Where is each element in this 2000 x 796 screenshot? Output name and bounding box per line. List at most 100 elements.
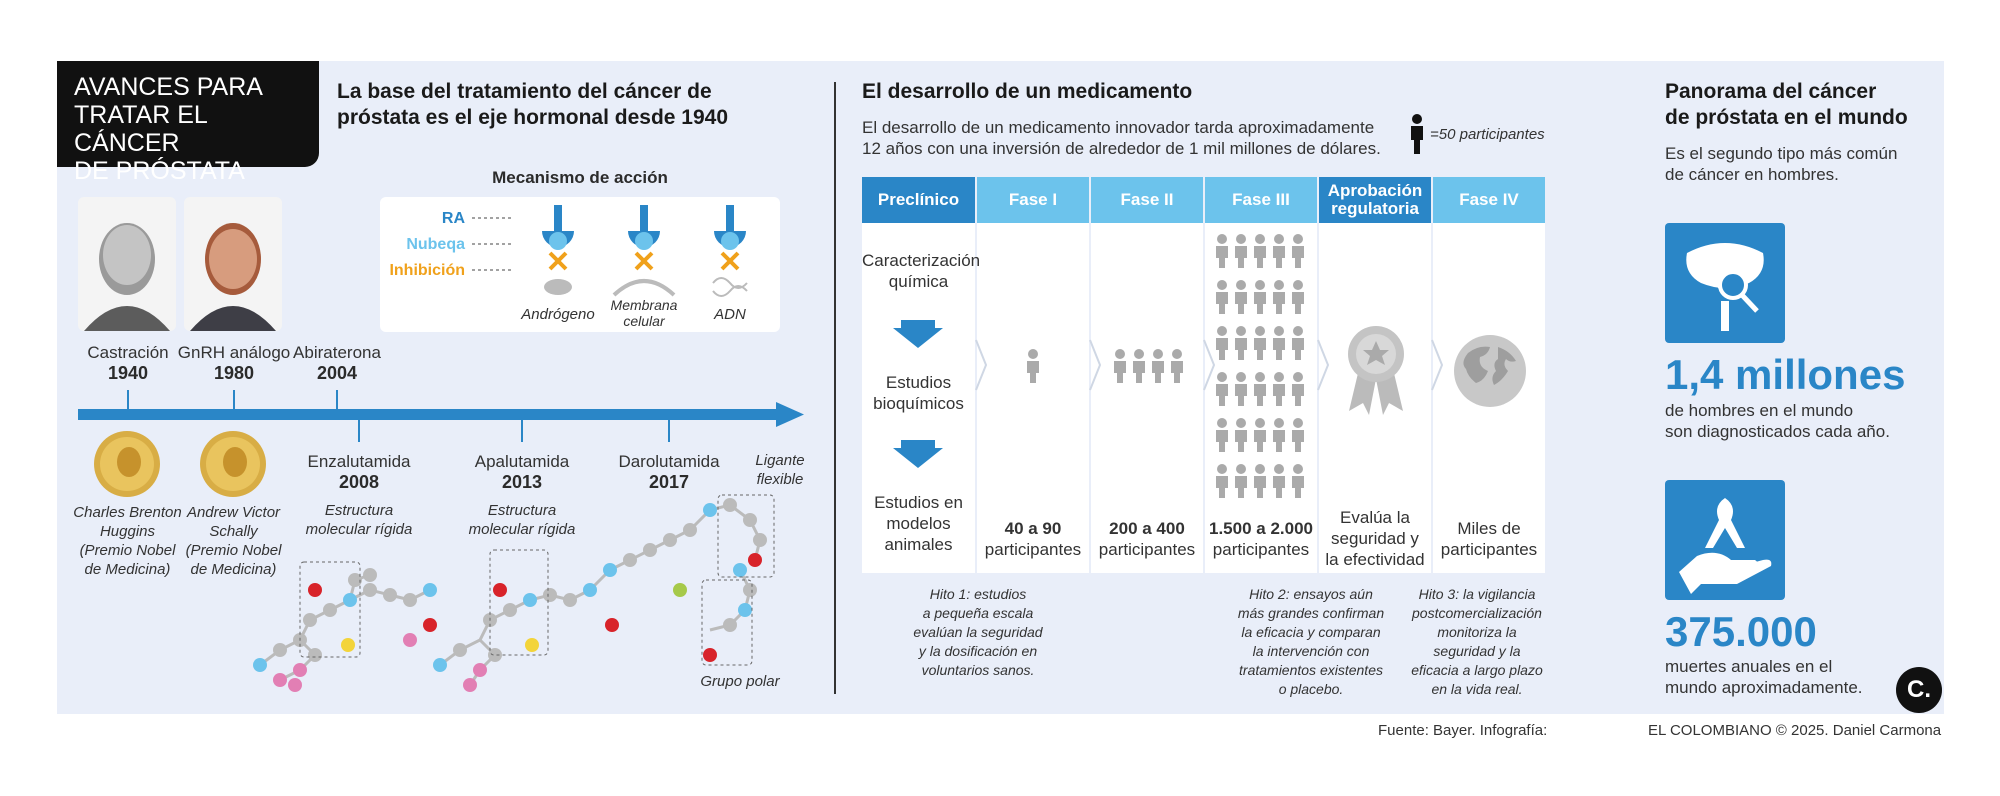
participants-count: 200 a 400 xyxy=(1109,519,1185,538)
column-aprobacion xyxy=(1319,223,1431,573)
milestone-line: y la dosificación en xyxy=(918,643,1038,659)
timeline-label: Darolutamida xyxy=(618,452,720,471)
participants-fase1: 40 a 90 participantes xyxy=(977,518,1089,560)
mechanism-title: Mecanismo de acción xyxy=(492,168,668,187)
milestone-line: monitoriza la xyxy=(1437,624,1517,640)
target-androgen: Andrógeno xyxy=(521,306,595,323)
approval-text: Evalúa la seguridad y la efectividad xyxy=(1319,507,1431,570)
milestone-1: Hito 1: estudios a pequeña escala evalúa… xyxy=(888,585,1068,680)
column-fase2 xyxy=(1091,223,1203,573)
milestone-line: a pequeña escala xyxy=(922,605,1034,621)
nobel-name: Schally xyxy=(209,523,258,540)
nobel-name: Huggins xyxy=(99,523,156,540)
preclinical-step-1: Caracterización química xyxy=(862,251,981,291)
nobel-medal-icon xyxy=(94,431,160,497)
development-intro: El desarrollo de un medicamento innovado… xyxy=(862,117,1381,159)
phase-header-fase2: Fase II xyxy=(1091,177,1203,223)
milestone-line: Hito 3: la vigilancia xyxy=(1418,586,1536,602)
timeline-label: Castración xyxy=(87,343,169,362)
target-membrane: Membrana celular xyxy=(610,297,678,329)
participant-figures-icon xyxy=(1114,349,1183,383)
section1-title: La base del tratamiento del cáncer de pr… xyxy=(337,79,728,131)
milestone-line: evalúan la seguridad xyxy=(913,624,1043,640)
milestone-line: Hito 1: estudios xyxy=(929,586,1027,602)
section3-title: Panorama del cáncer de próstata en el mu… xyxy=(1665,79,1908,131)
nobel-name: Charles Brenton xyxy=(73,504,182,521)
nobel-name: Andrew Victor xyxy=(186,504,281,521)
polar-label: Grupo polar xyxy=(700,673,780,690)
participant-figure-icon xyxy=(1027,349,1039,383)
stat-desc-line: muertes anuales en el xyxy=(1665,657,1833,676)
preclinical-step-2: Estudios bioquímicos xyxy=(873,373,964,413)
participants-suffix: participantes xyxy=(1098,540,1196,559)
timeline-arrow xyxy=(78,390,804,442)
timeline-item-castracion: Castración 1940 xyxy=(68,342,188,384)
legend-inhibicion: Inhibición xyxy=(389,262,465,279)
nobel-note: (Premio Nobel xyxy=(79,542,176,559)
approval-line: seguridad y xyxy=(1331,529,1419,548)
timeline-year: 1940 xyxy=(107,363,149,383)
panorama-intro-line: Es el segundo tipo más común xyxy=(1665,144,1898,163)
milestone-line: voluntarios sanos. xyxy=(921,662,1035,678)
nobel-schally-caption: Andrew Victor Schally (Premio Nobel de M… xyxy=(176,503,291,579)
milestone-line: postcomercialización xyxy=(1412,605,1542,621)
approval-line: Evalúa la xyxy=(1340,508,1410,527)
timeline-desc: Estructura xyxy=(324,502,394,519)
milestone-line: la eficacia y comparan xyxy=(1241,624,1381,640)
timeline-item-gnrh: GnRH análogo 1980 xyxy=(174,342,294,384)
mechanism-diagram: RA Nubeqa Inhibición xyxy=(389,205,748,297)
participants-fase4: Miles de participantes xyxy=(1433,518,1545,560)
stat-diagnosed: 1,4 millones xyxy=(1665,351,1906,398)
section3-title-line: de próstata en el mundo xyxy=(1665,106,1908,129)
timeline-label: Enzalutamida xyxy=(307,452,411,471)
legend-nubeqa: Nubeqa xyxy=(406,236,465,253)
participants-fase3: 1.500 a 2.000 participantes xyxy=(1205,518,1317,560)
participants-suffix: participantes xyxy=(984,540,1082,559)
milestone-line: en la vida real. xyxy=(1431,681,1523,697)
timeline-label: GnRH análogo xyxy=(177,343,291,362)
panorama-intro-line: de cáncer en hombres. xyxy=(1665,165,1839,184)
milestone-line: más grandes confirman xyxy=(1237,605,1385,621)
phase-header-fase1: Fase I xyxy=(977,177,1089,223)
timeline-item-abiraterona: Abiraterona 2004 xyxy=(277,342,397,384)
main-title: AVANCES PARA TRATAR EL CÁNCER DE PRÓSTAT… xyxy=(57,61,319,185)
ligante-line: flexible xyxy=(756,471,804,488)
source-text: Fuente: Bayer. Infografía: xyxy=(1378,722,1548,739)
participants-suffix: participantes xyxy=(1212,540,1310,559)
milestone-line: tratamientos existentes xyxy=(1239,662,1383,678)
approval-line: la efectividad xyxy=(1325,550,1425,569)
participants-count: 1.500 a 2.000 xyxy=(1209,519,1313,538)
stat-deaths-desc: muertes anuales en el mundo aproximadame… xyxy=(1665,656,1863,698)
milestone-line: Hito 2: ensayos aún xyxy=(1249,586,1373,602)
legend-ra: RA xyxy=(442,210,466,227)
award-ribbon-icon xyxy=(1348,326,1404,415)
brand-logo: C. xyxy=(1896,667,1942,713)
down-arrow-icon xyxy=(893,440,943,468)
intro-line: El desarrollo de un medicamento innovado… xyxy=(862,118,1375,137)
milestone-line: la intervención con xyxy=(1252,643,1370,659)
timeline-item-darolutamida: Darolutamida 2017 xyxy=(599,451,739,493)
phase-header-preclinico: Preclínico xyxy=(862,177,975,223)
title-line-1: AVANCES PARA xyxy=(74,73,263,101)
phase-header-aprobacion: Aprobación regulatoria xyxy=(1319,177,1431,223)
stat-desc-line: mundo aproximadamente. xyxy=(1665,678,1863,697)
portrait-huggins xyxy=(78,197,176,331)
credit-text: EL COLOMBIANO © 2025. Daniel Carmona xyxy=(1648,722,1942,739)
prostate-icon xyxy=(1665,223,1785,343)
phase-chevrons xyxy=(975,339,1444,391)
portrait-schally xyxy=(184,197,282,331)
down-arrow-icon xyxy=(893,320,943,348)
milestone-line: o placebo. xyxy=(1278,681,1344,697)
nobel-note: de Medicina) xyxy=(190,561,277,578)
target-dna: ADN xyxy=(714,306,746,323)
person-icon xyxy=(1411,114,1423,154)
legend-unit: =50 participantes xyxy=(1430,126,1545,143)
receptor-membrane-icon xyxy=(612,205,676,297)
nobel-medal-icon xyxy=(200,431,266,497)
participants-count: 40 a 90 xyxy=(1004,519,1062,538)
column-fase1 xyxy=(977,223,1089,573)
stat-desc-line: de hombres en el mundo xyxy=(1665,401,1854,420)
stat-diagnosed-desc: de hombres en el mundo son diagnosticado… xyxy=(1665,400,1890,442)
column-preclinico xyxy=(862,223,975,573)
timeline-year: 2013 xyxy=(501,472,543,492)
